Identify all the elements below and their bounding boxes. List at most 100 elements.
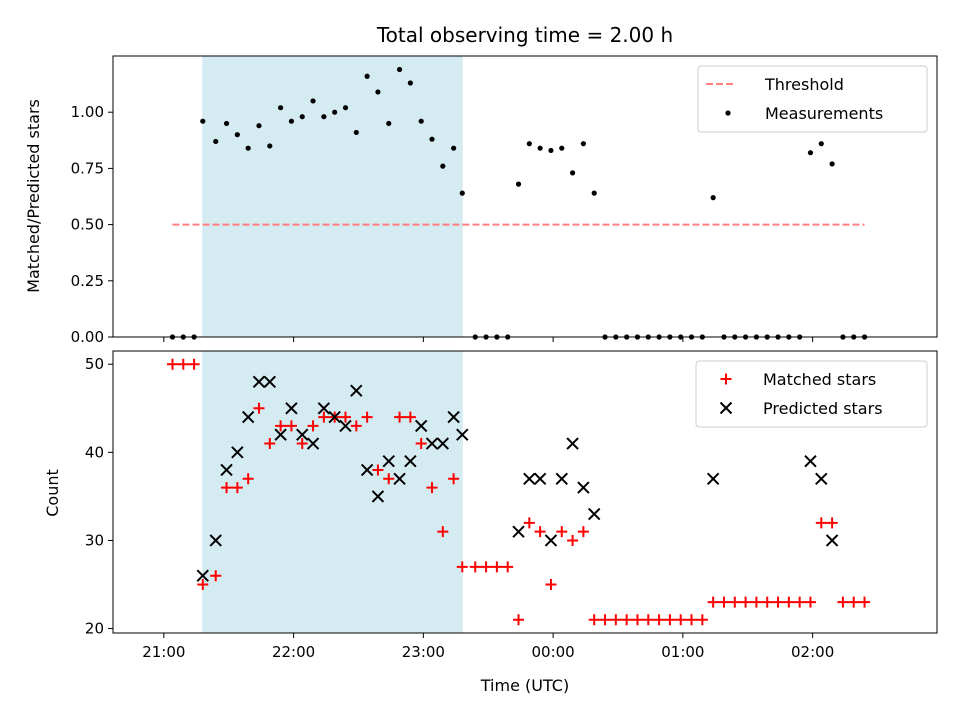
matched-stars-point: [859, 596, 871, 608]
matched-stars-point: [675, 614, 687, 626]
predicted-stars-point: [414, 419, 428, 433]
matched-stars-point: [448, 473, 460, 485]
matched-stars-point: [318, 411, 330, 423]
predicted-stars-point: [555, 472, 568, 485]
matched-stars-point: [426, 482, 438, 494]
y-tick-label: 1.00: [71, 103, 104, 121]
legend-entry-label: Matched stars: [763, 370, 876, 389]
matched-stars-point: [307, 420, 319, 432]
matched-stars-point: [783, 596, 795, 608]
matched-stars-series: [166, 358, 871, 626]
y-tick-label: 20: [85, 620, 104, 638]
y-tick-label: 50: [85, 355, 104, 373]
matched-stars-point: [545, 579, 557, 591]
bottom-chart: 20 30 40 50 21:00 22:00 23:00 00:00 01:00 02:00 Ma…: [85, 350, 938, 661]
y-tick-label: 40: [85, 443, 104, 461]
measurement-point: [418, 118, 424, 124]
highlight-span: [202, 350, 463, 634]
x-tick-label: 23:00: [402, 643, 445, 661]
measurement-point: [256, 123, 262, 129]
legend-predicted-swatch: [719, 401, 733, 415]
predicted-stars-point: [804, 454, 817, 468]
legend-entry-label: Predicted stars: [763, 399, 883, 418]
measurement-point: [223, 120, 230, 127]
measurement-point: [548, 147, 554, 154]
matched-stars-point: [610, 614, 622, 626]
measurement-point: [591, 190, 597, 196]
predicted-stars-point: [285, 402, 298, 415]
matched-stars-point: [750, 596, 762, 608]
matched-stars-point: [415, 438, 427, 450]
predicted-stars-point: [533, 472, 547, 485]
measurement-point: [213, 138, 219, 145]
predicted-stars-point: [393, 472, 406, 485]
matched-stars-point: [621, 614, 633, 626]
predicted-stars-point: [350, 384, 363, 397]
matched-stars-point: [188, 358, 200, 370]
matched-stars-point: [177, 358, 189, 370]
matched-stars-point: [567, 534, 579, 546]
predicted-stars-point: [447, 410, 460, 424]
measurement-point: [818, 141, 824, 147]
predicted-stars-point: [296, 428, 309, 441]
measurement-point: [807, 150, 814, 156]
matched-stars-point: [556, 526, 568, 538]
predicted-stars-point: [512, 525, 525, 538]
legend-matched-swatch: [720, 373, 732, 385]
predicted-stars-point: [371, 490, 385, 503]
y-tick-label: 0.25: [71, 272, 104, 290]
matched-stars-point: [480, 561, 492, 573]
measurement-point: [267, 143, 273, 149]
predicted-stars-point: [577, 481, 590, 494]
measurement-point: [288, 118, 295, 124]
predicted-stars-point: [196, 569, 209, 582]
matched-stars-point: [513, 614, 525, 626]
measurement-point: [396, 66, 403, 73]
matched-stars-point: [383, 473, 395, 485]
matched-stars-point: [275, 420, 287, 432]
predicted-stars-point: [317, 402, 331, 415]
matched-stars-point: [339, 411, 351, 423]
matched-stars-point: [707, 596, 719, 608]
measurement-point: [710, 195, 716, 201]
matched-stars-point: [394, 411, 406, 423]
measurement-point: [829, 161, 835, 167]
matched-stars-point: [740, 596, 752, 608]
matched-stars-point: [686, 614, 698, 626]
matched-stars-point: [696, 614, 708, 626]
predicted-stars-point: [706, 472, 720, 485]
x-tick-label: 21:00: [142, 643, 185, 661]
measurement-point: [526, 141, 532, 147]
legend-entry-label: Threshold: [764, 75, 844, 94]
matched-stars-point: [253, 402, 265, 414]
highlight-span: [202, 55, 463, 338]
x-tick-label: 00:00: [531, 643, 574, 661]
top-chart: 0.00 0.25 0.50 0.75 1.00 Threshold Measurement…: [71, 55, 938, 346]
predicted-stars-point: [231, 446, 244, 459]
matched-stars-point: [231, 482, 243, 494]
matched-stars-point: [588, 614, 600, 626]
matched-stars-point: [815, 517, 827, 529]
predicted-stars-point: [815, 472, 828, 485]
matched-stars-point: [837, 596, 849, 608]
predicted-stars-point: [523, 472, 536, 485]
matched-stars-point: [296, 438, 308, 450]
matched-stars-point: [826, 517, 838, 529]
predicted-stars-point: [252, 375, 266, 389]
matched-stars-point: [361, 411, 373, 423]
matched-stars-point: [664, 614, 676, 626]
predicted-stars-point: [436, 437, 450, 450]
matched-stars-point: [534, 526, 546, 538]
measurement-point: [407, 80, 413, 86]
axes-frame: [112, 55, 938, 338]
matched-stars-point: [804, 596, 816, 608]
measurement-point: [559, 145, 565, 151]
matched-stars-point: [372, 464, 384, 476]
x-tick-label: 22:00: [272, 643, 315, 661]
measurement-point: [278, 105, 284, 111]
measurement-point: [515, 181, 522, 187]
measurement-point: [375, 89, 381, 95]
matched-stars-point: [285, 420, 297, 432]
predicted-stars-point: [587, 507, 601, 521]
